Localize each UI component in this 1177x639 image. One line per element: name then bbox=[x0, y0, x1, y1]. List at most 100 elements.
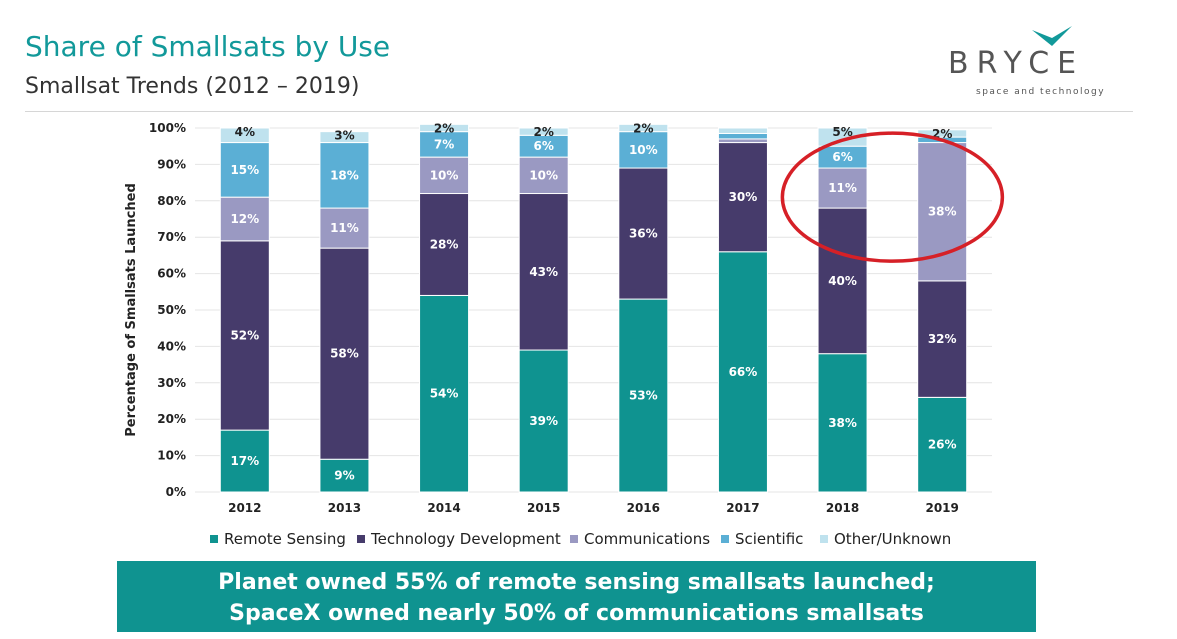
bar-segment bbox=[618, 298, 669, 493]
data-label: 18% bbox=[330, 168, 359, 182]
takeaway-banner: Planet owned 55% of remote sensing small… bbox=[117, 561, 1036, 632]
legend-label: Scientific bbox=[735, 530, 804, 548]
header-divider bbox=[25, 111, 1133, 112]
data-label: 17% bbox=[230, 454, 259, 468]
bar-segment bbox=[717, 251, 768, 493]
legend-swatch bbox=[570, 534, 578, 543]
y-tick-label: 10% bbox=[157, 449, 186, 463]
stacked-bar-chart: 0% 10% 20% 30% 40% 50% 60% 70% 80% 90% 100% Percent… bbox=[124, 121, 1005, 515]
y-tick-label: 0% bbox=[166, 485, 186, 499]
bar-segment bbox=[717, 127, 768, 134]
bar-segment bbox=[518, 127, 569, 136]
y-tick-label: 30% bbox=[157, 376, 186, 390]
data-label: 26% bbox=[928, 438, 957, 452]
data-label: 11% bbox=[828, 181, 857, 195]
bar-segment bbox=[917, 396, 968, 493]
bar-segment bbox=[618, 167, 669, 300]
bar-segment bbox=[419, 131, 470, 158]
x-tick-label: 2016 bbox=[627, 501, 660, 515]
y-tick-label: 80% bbox=[157, 194, 186, 208]
bar-segment bbox=[319, 142, 370, 209]
bar-segment bbox=[518, 349, 569, 493]
bar-segment bbox=[618, 131, 669, 169]
bar-segment bbox=[219, 240, 270, 431]
bar-segment bbox=[419, 294, 470, 493]
data-label: 5% bbox=[832, 125, 852, 139]
bar-segment bbox=[817, 207, 868, 355]
y-tick-label: 100% bbox=[149, 121, 186, 135]
data-label: 2% bbox=[534, 125, 554, 139]
legend-item-scientific: Scientific bbox=[721, 530, 803, 548]
data-label: 2% bbox=[434, 121, 454, 135]
bar-segment bbox=[817, 127, 868, 147]
data-label: 66% bbox=[729, 365, 758, 379]
data-label: 28% bbox=[430, 237, 459, 251]
highlight-ellipse bbox=[780, 131, 1005, 263]
legend-swatch bbox=[357, 534, 365, 543]
data-label: 36% bbox=[629, 227, 658, 241]
data-label: 32% bbox=[928, 332, 957, 346]
data-label: 4% bbox=[235, 125, 255, 139]
y-tick-label: 50% bbox=[157, 303, 186, 317]
x-tick-label: 2012 bbox=[228, 501, 261, 515]
legend-item-communications: Communications bbox=[570, 530, 710, 548]
data-label: 52% bbox=[230, 328, 259, 342]
x-tick-label: 2018 bbox=[826, 501, 859, 515]
x-tick-label: 2015 bbox=[527, 501, 560, 515]
data-label: 6% bbox=[534, 139, 554, 153]
data-label: 40% bbox=[828, 274, 857, 288]
y-tick-label: 70% bbox=[157, 230, 186, 244]
data-label: 38% bbox=[828, 416, 857, 430]
bar-segment bbox=[518, 156, 569, 195]
bar-segment bbox=[219, 142, 270, 198]
banner-line-2: SpaceX owned nearly 50% of communication… bbox=[229, 601, 924, 626]
data-label: 30% bbox=[729, 190, 758, 204]
bar-segment bbox=[219, 429, 270, 493]
legend-label: Technology Development bbox=[371, 530, 561, 548]
data-label: 39% bbox=[529, 414, 558, 428]
x-tick-label: 2014 bbox=[427, 501, 460, 515]
banner-line-1: Planet owned 55% of remote sensing small… bbox=[218, 570, 935, 595]
data-label: 15% bbox=[230, 163, 259, 177]
logo-chevron-icon bbox=[1032, 26, 1072, 46]
y-tick-label: 90% bbox=[157, 157, 186, 171]
data-label: 43% bbox=[529, 265, 558, 279]
data-label: 12% bbox=[230, 212, 259, 226]
legend-item-remote-sensing: Remote Sensing bbox=[210, 530, 346, 548]
legend-label: Other/Unknown bbox=[834, 530, 952, 548]
page-title: Share of Smallsats by Use bbox=[25, 30, 391, 63]
data-label: 10% bbox=[529, 168, 558, 182]
bar-segment bbox=[419, 193, 470, 296]
y-tick-label: 40% bbox=[157, 339, 186, 353]
bar-segment bbox=[419, 123, 470, 133]
data-label: 58% bbox=[330, 347, 359, 361]
legend-label: Communications bbox=[584, 530, 711, 548]
y-tick-label: 60% bbox=[157, 267, 186, 281]
legend-label: Remote Sensing bbox=[224, 530, 346, 548]
bar-segment bbox=[817, 353, 868, 493]
bar-segment bbox=[518, 193, 569, 351]
data-label: 2% bbox=[633, 121, 653, 135]
bar-segment bbox=[319, 131, 370, 144]
legend-swatch bbox=[721, 534, 729, 543]
bar-segment bbox=[219, 196, 270, 242]
bar-segment bbox=[717, 142, 768, 253]
bar-segment bbox=[618, 123, 669, 133]
bar-segment bbox=[219, 127, 270, 144]
bryce-logo: BRYCE space and technology bbox=[940, 20, 1140, 102]
data-label: 54% bbox=[430, 387, 459, 401]
page-subtitle: Smallsat Trends (2012 – 2019) bbox=[25, 74, 360, 99]
bar-segment bbox=[319, 247, 370, 460]
bar-segment bbox=[917, 280, 968, 398]
x-tick-label: 2013 bbox=[328, 501, 361, 515]
data-label: 3% bbox=[334, 129, 354, 143]
legend-item-technology-development: Technology Development bbox=[357, 530, 561, 548]
data-label: 10% bbox=[629, 143, 658, 157]
y-axis-label: Percentage of Smallsats Launched bbox=[124, 183, 139, 437]
data-label: 38% bbox=[928, 205, 957, 219]
bar-segment bbox=[717, 138, 768, 144]
data-label: 11% bbox=[330, 221, 359, 235]
data-label: 53% bbox=[629, 389, 658, 403]
x-tick-label: 2019 bbox=[925, 501, 958, 515]
y-tick-label: 20% bbox=[157, 412, 186, 426]
